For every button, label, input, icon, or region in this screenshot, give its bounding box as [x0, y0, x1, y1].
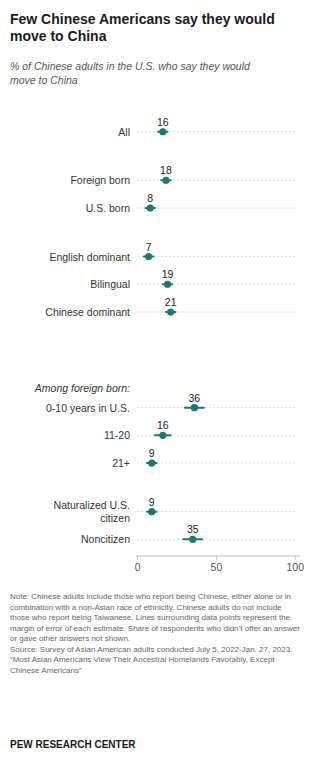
- row-guide: [138, 407, 296, 408]
- category-label: Noncitizen: [81, 533, 130, 545]
- row-guide: [138, 511, 296, 512]
- category-label: 11-20: [104, 429, 130, 441]
- tick-label: 50: [211, 561, 223, 573]
- tick: [137, 556, 138, 560]
- dot: [189, 536, 196, 543]
- category-label: All: [118, 126, 130, 138]
- data-label: 7: [146, 241, 152, 253]
- tick: [216, 556, 217, 560]
- dot: [159, 432, 166, 439]
- section-label: Among foreign born:: [34, 382, 130, 394]
- footer: PEW RESEARCH CENTER: [10, 739, 136, 750]
- category-label: Bilingual: [90, 278, 130, 290]
- row-guide: [138, 284, 296, 285]
- category-label: 21+: [112, 457, 130, 469]
- dot: [145, 253, 152, 260]
- data-label: 8: [147, 192, 153, 204]
- data-label: 16: [157, 419, 169, 431]
- note: Note: Chinese adults include those who r…: [10, 592, 300, 676]
- category-label: Chinese dominant: [45, 306, 130, 318]
- row-guide: [138, 463, 296, 464]
- x-axis: [136, 556, 300, 557]
- tick-label: 100: [287, 561, 305, 573]
- subtitle: % of Chinese adults in the U.S. who say …: [10, 60, 251, 86]
- dot: [167, 308, 174, 315]
- dot: [191, 404, 198, 411]
- row-guide: [138, 180, 296, 181]
- data-label: 21: [165, 296, 177, 308]
- data-label: 36: [189, 392, 201, 404]
- category-label: Foreign born: [70, 174, 130, 186]
- dot: [164, 281, 171, 288]
- data-label: 16: [157, 116, 169, 128]
- data-label: 18: [160, 164, 172, 176]
- chart: Few Chinese Americans say they wouldmove…: [0, 0, 310, 758]
- data-label: 9: [149, 496, 155, 508]
- category-label: Naturalized U.S.citizen: [54, 499, 131, 524]
- category-label: 0-10 years in U.S.: [46, 402, 130, 414]
- title: Few Chinese Americans say they wouldmove…: [10, 11, 275, 44]
- row-guide: [138, 539, 296, 540]
- dot: [159, 128, 166, 135]
- labels: 16 All 18 Foreign born 8 U.S. born 7 English do…: [34, 116, 200, 546]
- category-label: U.S. born: [86, 202, 131, 214]
- data-label: 35: [187, 523, 199, 535]
- row-guide: [138, 207, 296, 208]
- data-label: 9: [149, 447, 155, 459]
- dot: [147, 204, 154, 211]
- tick: [295, 556, 296, 560]
- marks: [138, 128, 296, 543]
- dot: [148, 508, 155, 515]
- category-label: English dominant: [49, 251, 130, 263]
- row-guide: [138, 311, 296, 312]
- row-guide: [138, 256, 296, 257]
- data-label: 19: [162, 268, 174, 280]
- dot: [148, 460, 155, 467]
- dot: [162, 177, 169, 184]
- tick-label: 0: [135, 561, 141, 573]
